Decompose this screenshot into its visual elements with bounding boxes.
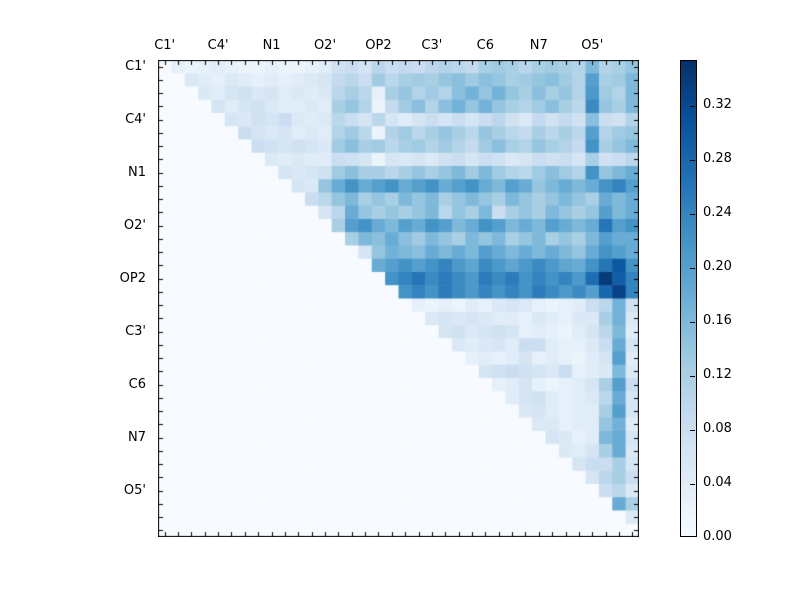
y-tick-label: O5' xyxy=(123,482,146,498)
y-tick-label: N7 xyxy=(128,429,146,445)
colorbar-tick-label: 0.00 xyxy=(703,529,732,544)
y-tick-label: C4' xyxy=(125,111,146,127)
y-tick-label: C1' xyxy=(125,58,146,74)
colorbar-tick-label: 0.28 xyxy=(703,150,732,166)
y-tick-label: N1 xyxy=(128,164,146,180)
x-tick-label: C6 xyxy=(476,38,495,53)
colorbar-tick xyxy=(690,321,695,323)
colorbar-tick xyxy=(690,105,695,107)
colorbar-tick xyxy=(690,159,695,161)
x-tick-label: C3' xyxy=(421,38,443,53)
colorbar-tick xyxy=(690,483,695,485)
y-tick-label: C6 xyxy=(128,376,146,392)
colorbar-tick-label: 0.32 xyxy=(703,96,732,112)
x-tick-label: OP2 xyxy=(365,38,392,53)
colorbar-tick-label: 0.24 xyxy=(703,204,732,220)
colorbar-tick xyxy=(690,213,695,215)
colorbar-tick xyxy=(690,375,695,377)
x-tick-label: N7 xyxy=(529,38,548,53)
x-tick-label: C1' xyxy=(154,38,176,53)
y-tick-label: OP2 xyxy=(119,270,146,286)
y-tick-label: O2' xyxy=(123,217,146,233)
y-tick-label: C3' xyxy=(125,323,146,339)
colorbar-tick xyxy=(690,536,695,537)
colorbar-tick-label: 0.04 xyxy=(703,474,732,490)
colorbar xyxy=(680,60,697,537)
x-tick-label: N1 xyxy=(262,38,281,53)
colorbar-tick xyxy=(690,267,695,269)
heatmap-canvas xyxy=(158,60,639,537)
colorbar-tick-label: 0.20 xyxy=(703,258,732,274)
colorbar-tick-label: 0.08 xyxy=(703,420,732,436)
x-tick-label: C4' xyxy=(207,38,229,53)
colorbar-tick xyxy=(690,429,695,431)
x-tick-label: O5' xyxy=(581,38,604,53)
colorbar-tick-label: 0.16 xyxy=(703,312,732,328)
colorbar-tick-label: 0.12 xyxy=(703,366,732,382)
x-tick-label: O2' xyxy=(313,38,337,53)
